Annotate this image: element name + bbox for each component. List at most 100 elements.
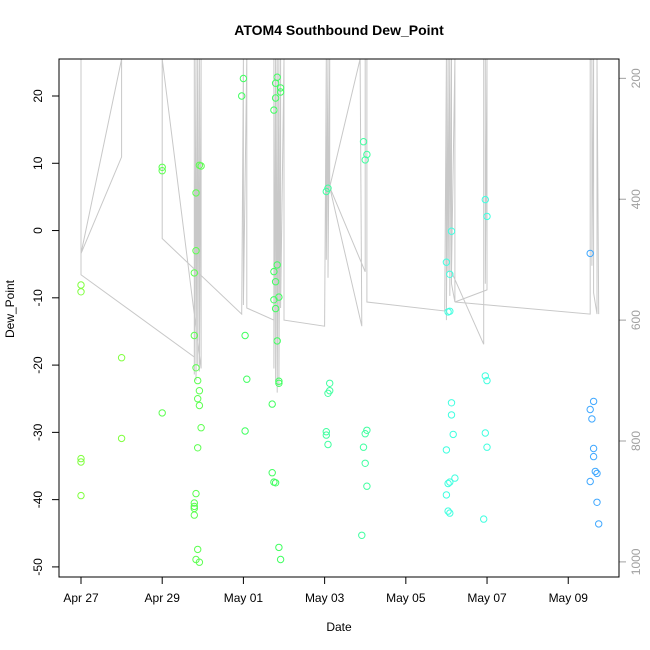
data-point	[158, 163, 166, 172]
data-point	[359, 443, 368, 451]
data-point	[358, 531, 366, 539]
data-point	[589, 452, 598, 461]
data-point	[192, 247, 200, 255]
data-point	[239, 74, 248, 83]
data-point	[361, 459, 369, 467]
data-point	[483, 443, 491, 451]
x-tick-label: May 03	[305, 591, 345, 605]
data-point	[595, 520, 603, 528]
data-point	[326, 379, 334, 387]
data-point	[481, 429, 489, 437]
data-point	[273, 337, 281, 345]
y-tick-label: -10	[31, 289, 45, 307]
data-point	[190, 502, 199, 511]
data-point	[446, 509, 454, 517]
data-point	[190, 511, 199, 519]
data-point	[270, 267, 278, 276]
y2-tick-label: 600	[629, 310, 643, 330]
data-point	[322, 187, 330, 196]
data-point	[363, 426, 371, 434]
chart-title: ATOM4 Southbound Dew_Point	[234, 22, 444, 38]
data-point	[483, 376, 491, 385]
data-point	[480, 515, 488, 523]
data-point	[363, 482, 371, 490]
data-point	[238, 92, 246, 100]
data-point	[195, 401, 204, 410]
x-tick-label: May 07	[467, 591, 507, 605]
data-point	[446, 270, 454, 278]
data-point	[481, 195, 489, 204]
plot-frame	[58, 58, 620, 578]
data-point	[241, 427, 249, 435]
data-point	[77, 458, 85, 466]
x-tick-label: May 09	[549, 591, 589, 605]
data-point	[444, 507, 452, 515]
data-point	[447, 227, 456, 235]
data-point	[586, 477, 594, 486]
data-point	[442, 446, 451, 454]
data-point	[361, 430, 369, 438]
x-tick-label: Apr 29	[145, 591, 181, 605]
x-tick-label: Apr 27	[63, 591, 99, 605]
data-points-layer	[77, 73, 603, 566]
data-point	[359, 138, 368, 146]
data-point	[276, 555, 285, 564]
data-point	[197, 162, 205, 170]
data-point	[270, 296, 278, 304]
data-point	[276, 84, 285, 92]
data-point	[271, 94, 280, 102]
data-point	[593, 498, 601, 506]
data-point	[270, 106, 278, 114]
data-point	[451, 474, 459, 482]
data-point	[194, 395, 202, 403]
data-point	[586, 405, 594, 414]
x-tick-label: May 01	[224, 591, 264, 605]
data-point	[268, 400, 276, 408]
data-point	[117, 354, 126, 362]
data-point	[324, 389, 332, 397]
data-point	[158, 409, 166, 417]
data-point	[442, 258, 451, 266]
y2-tick-label: 200	[629, 68, 643, 88]
data-point	[593, 469, 601, 478]
y-tick-label: 20	[31, 89, 45, 103]
data-point	[192, 189, 200, 197]
data-point	[449, 430, 457, 439]
data-point	[195, 558, 204, 566]
data-point	[275, 379, 283, 387]
data-point	[197, 424, 205, 432]
y-tick-label: 0	[31, 227, 45, 234]
data-point	[322, 428, 330, 436]
data-point	[77, 288, 85, 296]
data-point	[77, 454, 85, 463]
data-point	[243, 375, 251, 383]
data-point	[117, 434, 126, 443]
data-point	[194, 444, 202, 452]
data-point	[241, 331, 249, 340]
data-point	[190, 499, 199, 507]
data-point	[276, 88, 285, 96]
data-point	[271, 79, 280, 87]
data-point	[589, 397, 598, 406]
y-tick-label: -40	[31, 491, 45, 509]
y2-tick-label: 800	[629, 431, 643, 451]
data-point	[483, 212, 491, 221]
data-point	[361, 156, 369, 164]
y-tick-label: -50	[31, 558, 45, 576]
data-point	[77, 491, 85, 500]
data-point	[190, 331, 199, 340]
data-point	[447, 411, 456, 419]
x-axis-label: Date	[326, 620, 352, 634]
y-tick-label: -30	[31, 423, 45, 441]
data-point	[192, 364, 200, 372]
data-point	[271, 479, 280, 487]
data-point	[190, 269, 199, 277]
y-tick-label: 10	[31, 156, 45, 170]
data-point	[271, 304, 280, 313]
data-point	[481, 372, 489, 380]
data-point	[192, 489, 200, 498]
data-point	[324, 440, 332, 449]
data-point	[588, 415, 596, 423]
y2-tick-label: 400	[629, 189, 643, 209]
